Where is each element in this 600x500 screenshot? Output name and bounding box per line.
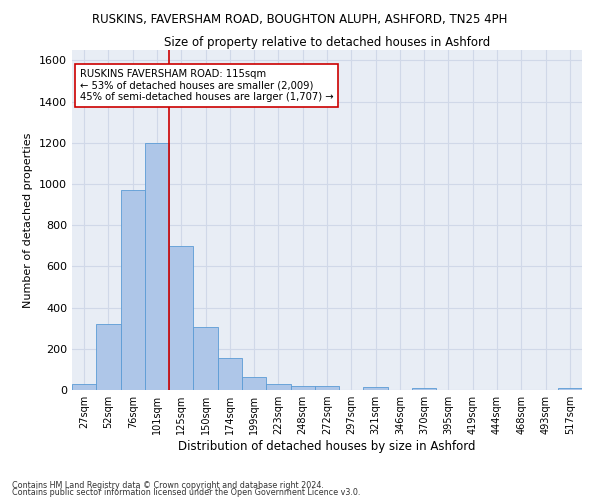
Bar: [96, 324, 121, 390]
Y-axis label: Number of detached properties: Number of detached properties: [23, 132, 34, 308]
Bar: [218, 358, 242, 390]
Bar: [290, 386, 315, 390]
Bar: [315, 386, 339, 390]
Title: Size of property relative to detached houses in Ashford: Size of property relative to detached ho…: [164, 36, 490, 49]
Bar: [364, 387, 388, 390]
Bar: [558, 388, 582, 390]
Bar: [121, 190, 145, 390]
Bar: [169, 246, 193, 390]
Bar: [266, 384, 290, 390]
Text: Contains public sector information licensed under the Open Government Licence v3: Contains public sector information licen…: [12, 488, 361, 497]
Bar: [242, 376, 266, 390]
Text: Contains HM Land Registry data © Crown copyright and database right 2024.: Contains HM Land Registry data © Crown c…: [12, 480, 324, 490]
Text: RUSKINS, FAVERSHAM ROAD, BOUGHTON ALUPH, ASHFORD, TN25 4PH: RUSKINS, FAVERSHAM ROAD, BOUGHTON ALUPH,…: [92, 12, 508, 26]
Bar: [72, 384, 96, 390]
Text: RUSKINS FAVERSHAM ROAD: 115sqm
← 53% of detached houses are smaller (2,009)
45% : RUSKINS FAVERSHAM ROAD: 115sqm ← 53% of …: [80, 68, 333, 102]
Bar: [145, 142, 169, 390]
X-axis label: Distribution of detached houses by size in Ashford: Distribution of detached houses by size …: [178, 440, 476, 453]
Bar: [193, 327, 218, 390]
Bar: [412, 388, 436, 390]
